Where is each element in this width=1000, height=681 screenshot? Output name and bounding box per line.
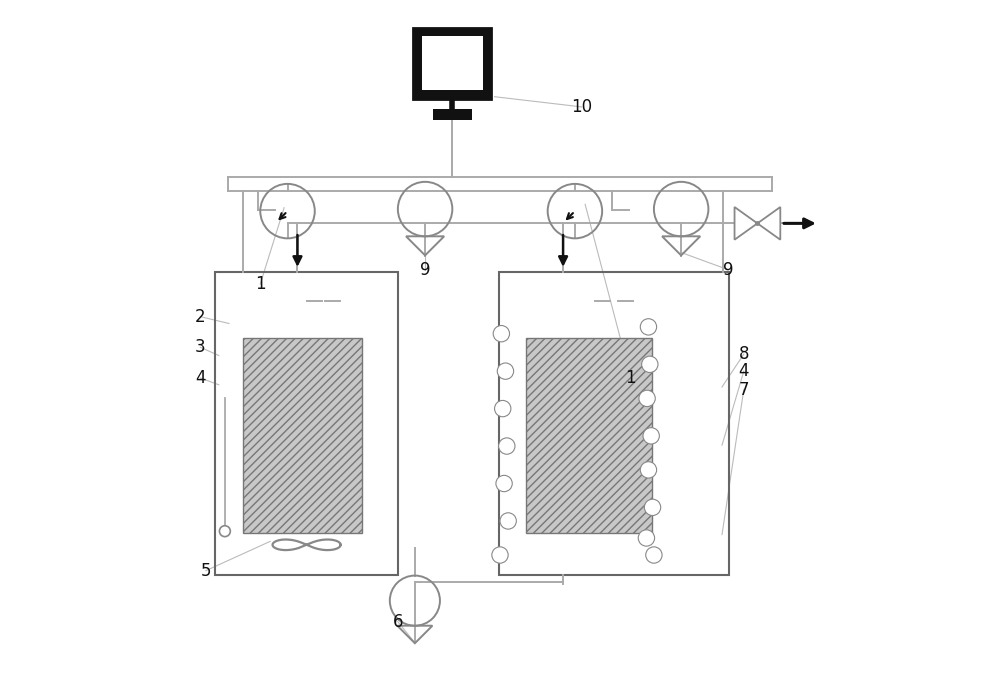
Circle shape	[646, 547, 662, 563]
Text: 7: 7	[739, 381, 749, 398]
Circle shape	[638, 530, 655, 546]
Bar	[499, 272, 729, 575]
Text: 6: 6	[393, 613, 403, 631]
Bar	[243, 338, 362, 533]
Circle shape	[496, 475, 512, 492]
Circle shape	[500, 513, 516, 529]
Circle shape	[495, 400, 511, 417]
Circle shape	[640, 319, 657, 335]
Text: 4: 4	[195, 369, 206, 387]
Text: 4: 4	[739, 362, 749, 380]
Bar	[526, 338, 652, 533]
Text: 3: 3	[195, 338, 206, 356]
Circle shape	[492, 547, 508, 563]
Bar	[433, 109, 472, 120]
Circle shape	[493, 326, 510, 342]
Circle shape	[644, 499, 661, 516]
Text: 2: 2	[195, 308, 206, 326]
Circle shape	[639, 390, 655, 407]
Circle shape	[497, 363, 514, 379]
Text: 10: 10	[571, 98, 592, 116]
Circle shape	[643, 428, 659, 444]
Text: 9: 9	[723, 261, 733, 279]
Bar	[422, 36, 483, 90]
Bar	[215, 272, 398, 575]
Text: 5: 5	[201, 562, 211, 580]
Circle shape	[642, 356, 658, 373]
Text: 1: 1	[255, 275, 266, 293]
Circle shape	[640, 462, 657, 478]
Circle shape	[499, 438, 515, 454]
Circle shape	[219, 526, 230, 537]
Text: 1: 1	[625, 369, 636, 387]
Bar	[413, 28, 491, 99]
Text: 9: 9	[420, 261, 430, 279]
Text: 8: 8	[739, 345, 749, 363]
